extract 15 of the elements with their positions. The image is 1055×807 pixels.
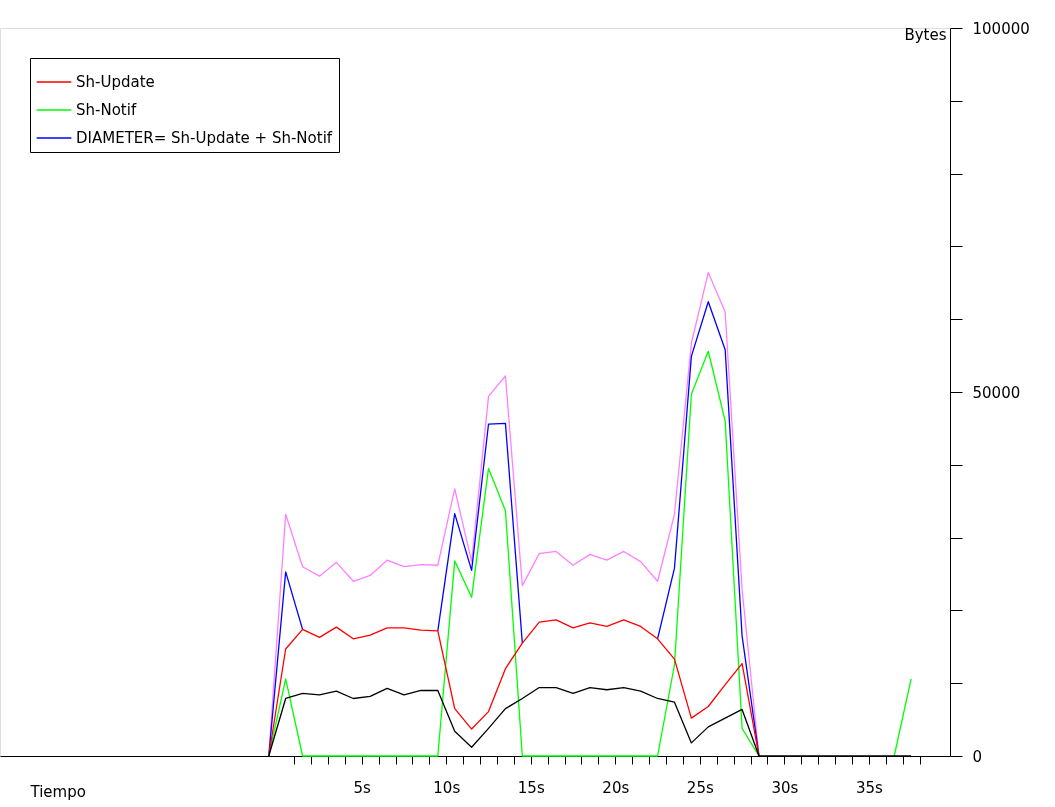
- x-tick-label: 25s: [686, 778, 714, 797]
- legend-label: DIAMETER= Sh-Update + Sh-Notif: [76, 129, 333, 147]
- x-tick-label: 15s: [517, 778, 545, 797]
- x-tick-label: 5s: [353, 778, 372, 797]
- x-tick-label: 30s: [771, 778, 799, 797]
- y-tick-label: 50000: [972, 383, 1021, 402]
- legend-label: Sh-Notif: [76, 101, 137, 119]
- y-tick-label: 0: [972, 747, 983, 766]
- legend-label: Sh-Update: [76, 73, 155, 91]
- y-tick-label: 100000: [972, 19, 1030, 38]
- x-tick-label: 35s: [855, 778, 883, 797]
- y-axis-title: Bytes: [904, 25, 947, 44]
- x-tick-label: 10s: [433, 778, 461, 797]
- x-axis-title: Tiempo: [29, 782, 86, 801]
- x-tick-label: 20s: [602, 778, 630, 797]
